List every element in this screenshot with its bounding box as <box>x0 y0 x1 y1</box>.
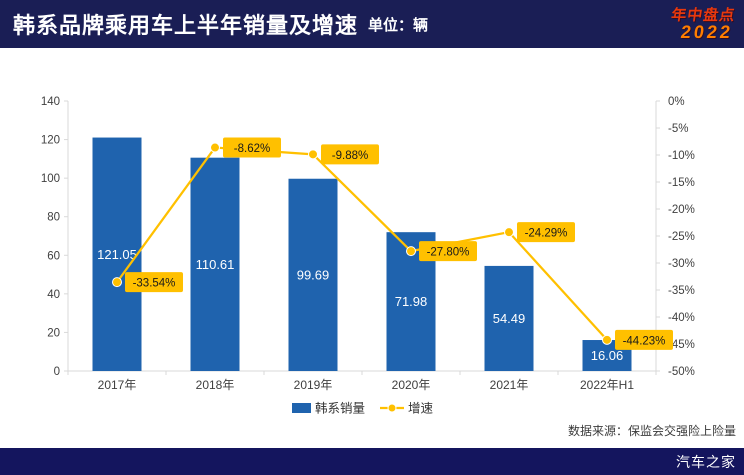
bar-value-label: 54.49 <box>493 311 526 326</box>
x-axis-label: 2020年 <box>392 378 431 392</box>
x-axis-label: 2019年 <box>294 378 333 392</box>
badge-line1: 年中盘点 <box>670 6 737 24</box>
right-axis-tick-label: -30% <box>668 258 695 270</box>
left-axis-tick-label: 20 <box>47 327 60 339</box>
page-title: 韩系品牌乘用车上半年销量及增速 <box>13 13 359 38</box>
sales-bar <box>484 265 534 371</box>
growth-data-label: -44.23% <box>623 335 666 347</box>
x-axis-label: 2018年 <box>196 378 235 392</box>
left-axis-tick-label: 100 <box>41 173 60 185</box>
right-axis-tick-label: -5% <box>668 123 688 135</box>
sales-bar <box>288 178 338 371</box>
right-axis-tick-label: -50% <box>668 366 695 378</box>
growth-data-label-box <box>125 272 183 293</box>
growth-data-label: -27.80% <box>427 247 470 259</box>
growth-data-label-box <box>615 329 673 350</box>
growth-line <box>116 146 608 341</box>
footer-bar: 汽车之家 <box>0 448 744 475</box>
header-bar: 韩系品牌乘用车上半年销量及增速 单位：辆 年中盘点 2022 <box>0 0 744 48</box>
right-axis-tick-label: -35% <box>668 285 695 297</box>
line-marker <box>308 149 318 160</box>
growth-data-label-box <box>223 137 281 158</box>
line-marker <box>210 142 220 153</box>
sales-bar <box>92 137 142 371</box>
badge-line2: 2022 <box>679 21 735 42</box>
growth-data-label-box <box>419 241 477 262</box>
right-axis-tick-label: 0% <box>668 96 685 108</box>
bar-value-label: 16.06 <box>591 348 624 363</box>
left-axis-tick-label: 40 <box>47 289 60 301</box>
right-axis-tick-label: -40% <box>668 312 695 324</box>
bar-value-label: 99.69 <box>297 267 330 282</box>
growth-data-label: -8.62% <box>234 143 270 155</box>
left-axis-tick-label: 60 <box>47 250 60 262</box>
data-source-note: 数据来源：保监会交强险上险量 <box>567 424 736 438</box>
left-axis-tick-label: 80 <box>47 212 60 224</box>
left-axis-tick-label: 120 <box>41 135 60 147</box>
x-axis-label: 2021年 <box>490 378 529 392</box>
year-review-badge: 年中盘点 2022 <box>668 6 737 42</box>
brand-logo-text: 汽车之家 <box>676 453 736 470</box>
growth-data-label: -9.88% <box>332 150 368 162</box>
bar-value-label: 71.98 <box>395 294 428 309</box>
right-axis-tick-label: -15% <box>668 177 695 189</box>
line-marker <box>406 246 416 257</box>
legend-line-marker <box>387 403 397 413</box>
line-marker <box>504 227 514 238</box>
unit-label: 单位：辆 <box>368 16 429 34</box>
right-axis-tick-label: -10% <box>668 150 695 162</box>
legend-line-label: 增速 <box>408 401 434 416</box>
line-marker <box>112 277 122 288</box>
x-axis-label: 2022年H1 <box>580 378 634 392</box>
line-marker <box>602 334 612 345</box>
left-axis-tick-label: 140 <box>41 96 60 108</box>
growth-data-label: -24.29% <box>525 228 568 240</box>
growth-data-label-box <box>517 222 575 243</box>
x-axis-label: 2017年 <box>98 378 137 392</box>
growth-data-label-box <box>321 144 379 165</box>
chart-area: 0 20 40 60 80 100 120 140 0% -5% -10% -15% -20% -25% -… <box>0 48 744 448</box>
left-axis-tick-label: 0 <box>54 366 60 378</box>
growth-data-label: -33.54% <box>133 278 176 290</box>
combo-chart: 0 20 40 60 80 100 120 140 0% -5% -10% -15% -20% -25% -… <box>41 96 695 416</box>
legend-bar-swatch <box>292 403 311 413</box>
legend-bar-label: 韩系销量 <box>315 401 365 416</box>
bar-value-label: 110.61 <box>196 257 235 272</box>
sales-bar <box>190 157 240 371</box>
right-axis-tick-label: -45% <box>668 339 695 351</box>
right-axis-tick-label: -20% <box>668 204 695 216</box>
bar-value-label: 121.05 <box>97 247 137 262</box>
right-axis-tick-label: -25% <box>668 231 695 243</box>
